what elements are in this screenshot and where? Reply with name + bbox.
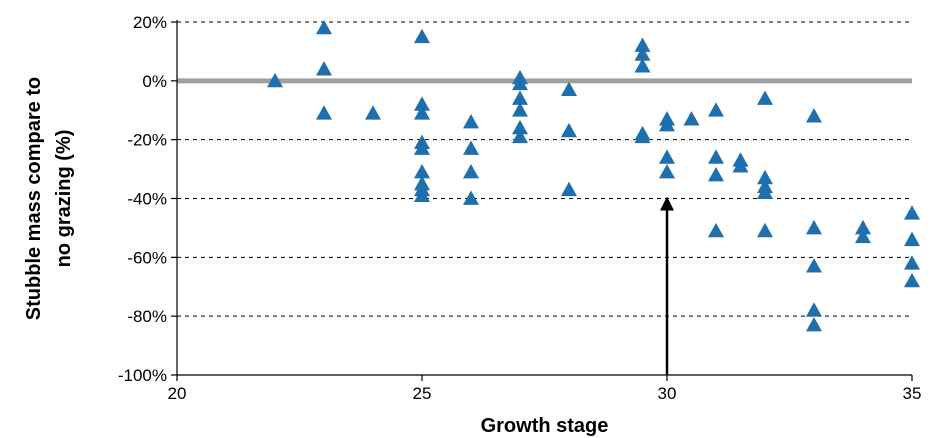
data-point-triangle	[463, 164, 479, 179]
data-point-triangle	[708, 166, 724, 182]
data-point-triangle	[561, 181, 577, 197]
x-tick-label: 25	[413, 384, 432, 403]
data-point-triangle	[414, 105, 430, 120]
data-point-triangle	[855, 228, 871, 244]
data-point-triangle	[634, 37, 651, 52]
y-tick-labels: 20% 0% -20% -40% -60% -80% -100%	[118, 13, 167, 385]
data-point-triangle	[659, 116, 675, 132]
y-axis-title-line-2: no grazing (%)	[53, 130, 75, 268]
data-point-triangle	[267, 72, 283, 88]
x-axis-title: Growth stage	[481, 415, 609, 437]
data-point-triangle	[512, 128, 528, 144]
data-point-triangle	[463, 140, 479, 155]
data-point-triangle	[904, 231, 920, 247]
data-point-triangle	[708, 149, 724, 164]
y-tick-label: -80%	[127, 307, 167, 326]
data-points	[267, 19, 920, 332]
x-tick-labels: 20 25 30 35	[168, 384, 922, 403]
data-point-triangle	[316, 19, 332, 35]
data-point-triangle	[855, 219, 871, 235]
y-axis-title-line-1: Stubble mass compare to	[23, 77, 45, 320]
x-tick-label: 20	[168, 384, 187, 403]
data-point-triangle	[365, 105, 381, 120]
data-point-triangle	[634, 58, 651, 73]
data-point-triangle	[634, 46, 651, 61]
y-tick-label: 0%	[142, 72, 167, 91]
data-point-triangle	[512, 90, 528, 105]
data-point-triangle	[683, 111, 700, 126]
data-point-triangle	[659, 149, 675, 164]
grid-lines	[177, 21, 912, 317]
data-point-triangle	[708, 222, 724, 238]
data-point-triangle	[757, 184, 773, 200]
data-point-triangle	[708, 102, 724, 117]
data-point-triangle	[414, 28, 430, 44]
data-point-triangle	[806, 219, 822, 235]
y-tick-label: -20%	[127, 131, 167, 150]
y-tick-label: -40%	[127, 190, 167, 209]
data-point-triangle	[316, 61, 332, 76]
data-point-triangle	[561, 81, 577, 97]
data-point-triangle	[904, 272, 920, 288]
x-tick-label: 35	[903, 384, 922, 403]
data-point-triangle	[732, 158, 749, 173]
data-point-triangle	[806, 108, 822, 123]
data-point-triangle	[414, 187, 430, 202]
data-point-triangle	[512, 119, 528, 135]
data-point-triangle	[512, 102, 528, 117]
axes	[171, 20, 913, 381]
data-point-triangle	[806, 316, 822, 332]
data-point-triangle	[414, 96, 430, 111]
data-point-triangle	[806, 258, 822, 273]
data-point-triangle	[904, 205, 920, 220]
y-tick-label: -100%	[118, 366, 167, 385]
data-point-triangle	[316, 105, 332, 120]
data-point-triangle	[634, 128, 651, 144]
data-point-triangle	[904, 255, 920, 270]
data-point-triangle	[659, 164, 675, 179]
data-point-triangle	[561, 122, 577, 138]
data-point-triangle	[757, 90, 773, 105]
data-point-triangle	[463, 190, 479, 205]
data-point-triangle	[757, 169, 773, 185]
annotation-arrow	[660, 196, 674, 375]
y-tick-label: -60%	[127, 248, 167, 267]
data-point-triangle	[806, 302, 822, 317]
data-point-triangle	[414, 140, 430, 155]
arrow-head	[660, 196, 674, 211]
data-point-triangle	[414, 164, 430, 179]
data-point-triangle	[512, 75, 528, 91]
x-tick-label: 30	[658, 384, 677, 403]
data-point-triangle	[757, 222, 773, 238]
data-point-triangle	[463, 114, 479, 129]
y-tick-label: 20%	[133, 13, 167, 32]
